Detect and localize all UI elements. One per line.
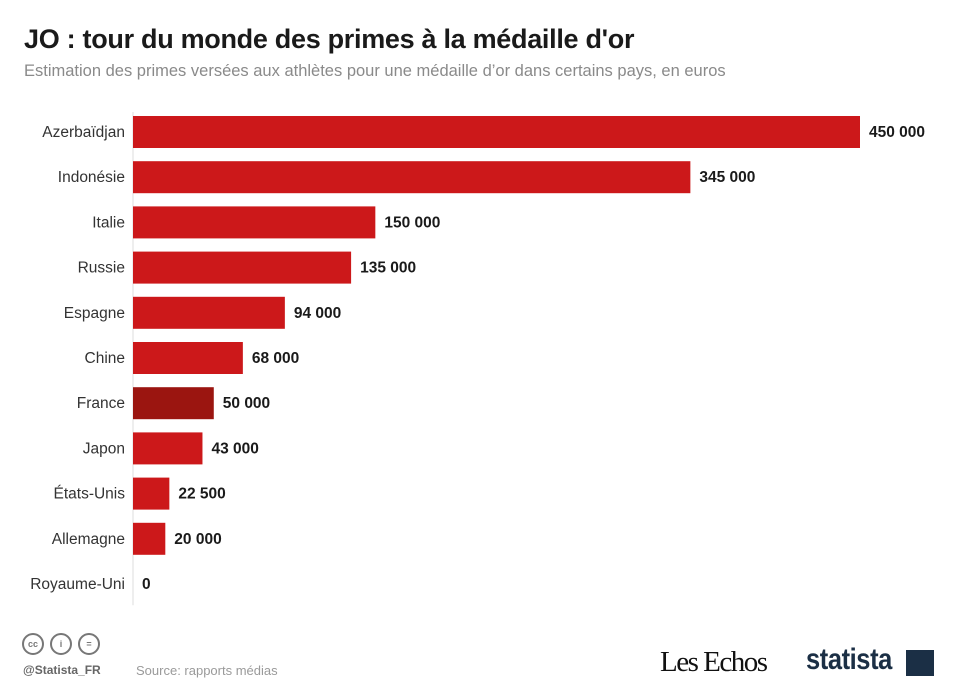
by-icon: i	[50, 633, 72, 655]
bar	[133, 432, 203, 465]
bar	[133, 387, 214, 420]
value-label: 68 000	[252, 350, 299, 367]
value-label: 20 000	[174, 531, 221, 548]
category-label: France	[77, 395, 125, 412]
bar	[133, 116, 860, 148]
bar-chart: Azerbaïdjan 450 000 Indonésie 345 000 Italie…	[30, 112, 925, 606]
category-label: Royaume-Uni	[30, 576, 125, 593]
bar	[133, 206, 376, 239]
statista-handle: @Statista_FR	[23, 663, 101, 677]
value-label: 0	[142, 576, 151, 593]
bar	[133, 522, 166, 555]
chart-title: JO : tour du monde des primes à la médai…	[24, 24, 635, 54]
value-label: 43 000	[211, 440, 258, 457]
statista-logo-icon	[906, 650, 934, 676]
category-label: Russie	[78, 260, 125, 277]
bar	[133, 477, 170, 510]
category-label: Japon	[83, 440, 125, 457]
source-note: Source: rapports médias	[136, 663, 278, 678]
chart-subtitle: Estimation des primes versées aux athlèt…	[24, 62, 726, 80]
value-label: 135 000	[360, 260, 416, 277]
category-label: Chine	[85, 350, 126, 367]
value-label: 50 000	[223, 395, 270, 412]
category-label: Italie	[92, 214, 125, 231]
value-label: 94 000	[294, 305, 341, 322]
category-label: Allemagne	[52, 531, 125, 548]
category-label: États-Unis	[54, 486, 126, 503]
category-label: Indonésie	[58, 169, 125, 186]
cc-icon: cc	[22, 633, 44, 655]
nd-icon: =	[78, 633, 100, 655]
category-label: Azerbaïdjan	[42, 124, 125, 141]
license-icons: cc i =	[22, 633, 100, 655]
bar	[133, 251, 352, 284]
value-label: 22 500	[178, 486, 225, 503]
les-echos-logo: Les Echos	[660, 646, 768, 678]
value-label: 450 000	[869, 124, 925, 141]
value-label: 150 000	[384, 214, 440, 231]
value-label: 345 000	[699, 169, 755, 186]
bar	[133, 342, 243, 374]
statista-logo-text: statista	[806, 643, 892, 676]
category-label: Espagne	[64, 305, 125, 322]
bar	[133, 161, 691, 194]
bar	[133, 296, 285, 329]
